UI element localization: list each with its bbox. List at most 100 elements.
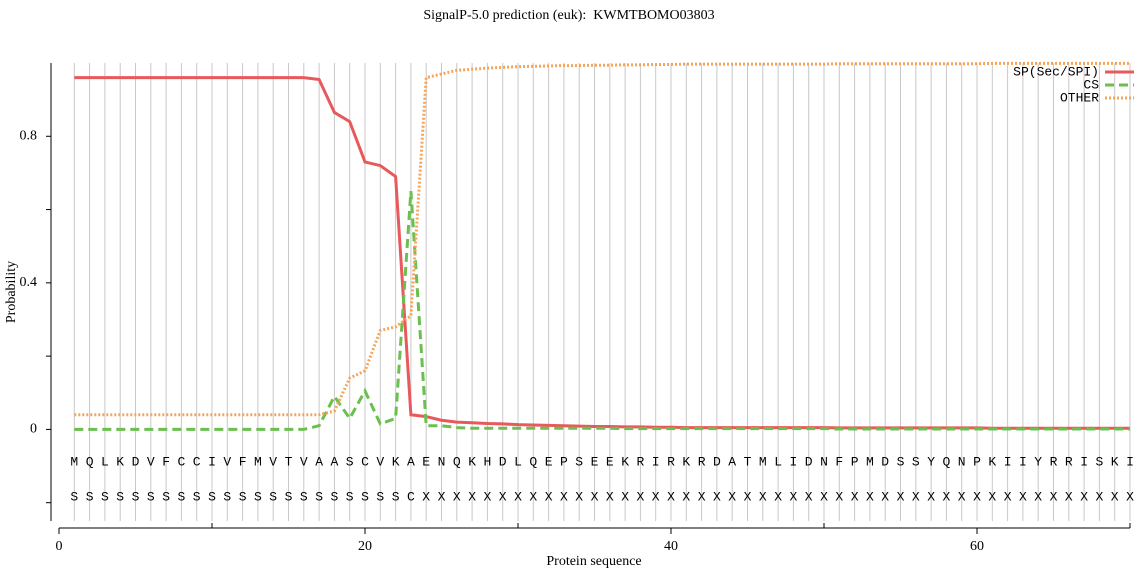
prediction-label: S: [132, 489, 140, 504]
prediction-label: X: [560, 489, 568, 504]
residue: I: [208, 454, 216, 469]
prediction-label: S: [239, 489, 247, 504]
prediction-label: X: [744, 489, 752, 504]
y-tick-label: 0.4: [20, 275, 38, 290]
prediction-label: X: [897, 489, 905, 504]
chart-title: SignalP-5.0 prediction (euk): KWMTBOMO03…: [423, 8, 714, 23]
residue: C: [177, 454, 185, 469]
prediction-label: X: [988, 489, 996, 504]
prediction-label: X: [514, 489, 522, 504]
prediction-label: X: [805, 489, 813, 504]
prediction-label: S: [376, 489, 384, 504]
residue: M: [759, 454, 767, 469]
residue: K: [621, 454, 629, 469]
prediction-label: X: [453, 489, 461, 504]
residue: K: [116, 454, 124, 469]
residue: M: [70, 454, 78, 469]
residue: I: [1004, 454, 1012, 469]
residue: K: [1111, 454, 1119, 469]
prediction-label: S: [315, 489, 323, 504]
prediction-label: X: [499, 489, 507, 504]
residue: F: [239, 454, 247, 469]
prediction-label: S: [70, 489, 78, 504]
series-line: [74, 76, 1130, 430]
residue: Q: [529, 454, 537, 469]
residue: A: [330, 454, 338, 469]
prediction-label: X: [728, 489, 736, 504]
prediction-label: S: [254, 489, 262, 504]
x-tick-label: 60: [970, 539, 984, 554]
residue: V: [223, 454, 231, 469]
prediction-label: X: [575, 489, 583, 504]
residue: I: [789, 454, 797, 469]
residue: I: [1019, 454, 1027, 469]
prediction-label: S: [208, 489, 216, 504]
prediction-label: X: [621, 489, 629, 504]
prediction-label: X: [1080, 489, 1088, 504]
residue: R: [667, 454, 675, 469]
series-line: [74, 61, 1130, 417]
residue: D: [805, 454, 813, 469]
residue: R: [636, 454, 644, 469]
prediction-label: S: [300, 489, 308, 504]
prediction-label: S: [392, 489, 400, 504]
residue: P: [973, 454, 981, 469]
residue: P: [560, 454, 568, 469]
residue: V: [300, 454, 308, 469]
prediction-label: X: [529, 489, 537, 504]
residue: D: [499, 454, 507, 469]
residue: C: [361, 454, 369, 469]
prediction-label: X: [1126, 489, 1134, 504]
x-axis-label: Protein sequence: [546, 554, 641, 569]
residue: D: [713, 454, 721, 469]
y-axis-label: Probability: [4, 261, 19, 323]
residue: V: [147, 454, 155, 469]
prediction-label: X: [881, 489, 889, 504]
prediction-label: X: [973, 489, 981, 504]
residue: S: [897, 454, 905, 469]
residue: Q: [453, 454, 461, 469]
prediction-label: X: [1004, 489, 1012, 504]
residue: T: [744, 454, 752, 469]
prediction-label: S: [285, 489, 293, 504]
residue: S: [346, 454, 354, 469]
residue: E: [545, 454, 553, 469]
residue: N: [438, 454, 446, 469]
prediction-label: S: [223, 489, 231, 504]
prediction-label: X: [759, 489, 767, 504]
residue: F: [162, 454, 170, 469]
prediction-label: C: [407, 489, 415, 504]
residue: D: [132, 454, 140, 469]
prediction-label: X: [774, 489, 782, 504]
residue: M: [866, 454, 874, 469]
prediction-label: X: [1019, 489, 1027, 504]
residue: R: [698, 454, 706, 469]
residue: T: [285, 454, 293, 469]
residue: S: [912, 454, 920, 469]
residue: M: [254, 454, 262, 469]
prediction-label: S: [116, 489, 124, 504]
residue: K: [682, 454, 690, 469]
residue: Q: [942, 454, 950, 469]
prediction-label: X: [468, 489, 476, 504]
prediction-label: X: [820, 489, 828, 504]
residue: H: [483, 454, 491, 469]
prediction-label: X: [789, 489, 797, 504]
prediction-label: X: [591, 489, 599, 504]
prediction-label: X: [942, 489, 950, 504]
residue: R: [1050, 454, 1058, 469]
prediction-label: S: [330, 489, 338, 504]
residue: S: [575, 454, 583, 469]
residue: P: [851, 454, 859, 469]
residue: L: [101, 454, 109, 469]
prediction-label: X: [927, 489, 935, 504]
prediction-label: X: [1095, 489, 1103, 504]
residue: V: [376, 454, 384, 469]
residue: E: [591, 454, 599, 469]
legend-label: SP(Sec/SPI): [1013, 64, 1099, 79]
residue: F: [835, 454, 843, 469]
prediction-label: X: [1034, 489, 1042, 504]
legend-label: CS: [1083, 77, 1099, 92]
prediction-label: S: [86, 489, 94, 504]
